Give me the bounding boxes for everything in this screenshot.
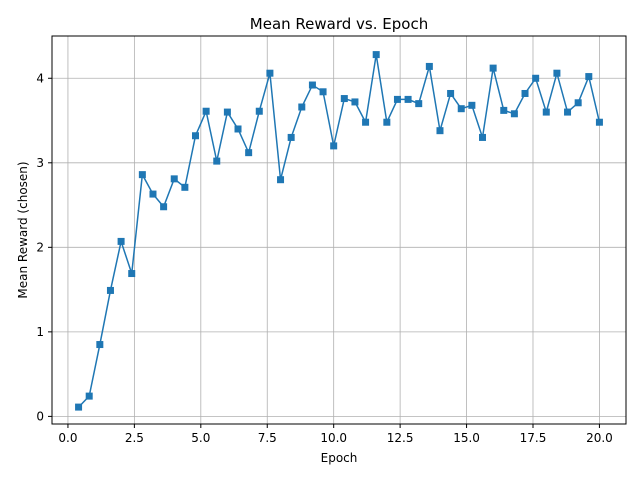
- data-point: [128, 270, 136, 278]
- data-point: [468, 101, 476, 109]
- data-point: [160, 203, 168, 211]
- plot-area-frame: [51, 35, 627, 425]
- data-point: [595, 118, 603, 126]
- data-point: [170, 175, 178, 183]
- data-point: [266, 69, 274, 77]
- data-point: [351, 98, 359, 106]
- x-tick-label: 15.0: [453, 431, 480, 445]
- data-point: [436, 127, 444, 135]
- data-point: [192, 132, 199, 140]
- data-point: [308, 81, 316, 89]
- data-point: [202, 107, 210, 115]
- data-point: [149, 190, 157, 198]
- x-tick-label: 17.5: [520, 431, 547, 445]
- data-point: [489, 64, 497, 72]
- y-tick-label: 1: [36, 325, 44, 339]
- data-point: [96, 341, 104, 349]
- data-point: [213, 157, 221, 165]
- data-point: [564, 108, 572, 116]
- data-point: [234, 125, 242, 133]
- data-point: [106, 286, 114, 294]
- y-tick-label: 4: [36, 71, 44, 85]
- x-tick-label: 5.0: [191, 431, 210, 445]
- y-tick-label: 3: [36, 156, 44, 170]
- data-point: [542, 108, 550, 116]
- data-point: [457, 105, 465, 113]
- data-point: [415, 100, 423, 108]
- data-point: [181, 183, 189, 191]
- data-point: [585, 73, 593, 81]
- chart-title: Mean Reward vs. Epoch: [250, 15, 428, 33]
- x-tick-label: 0.0: [58, 431, 77, 445]
- data-point: [521, 89, 529, 97]
- data-point: [393, 95, 401, 103]
- x-tick-label: 7.5: [258, 431, 277, 445]
- data-point: [245, 149, 253, 157]
- y-tick-label: 0: [36, 409, 44, 423]
- y-axis-label: Mean Reward (chosen): [16, 161, 30, 298]
- data-point: [277, 176, 285, 184]
- data-point: [75, 403, 83, 411]
- data-point: [223, 108, 231, 116]
- data-point: [298, 103, 306, 111]
- data-point: [425, 62, 433, 70]
- data-point: [340, 95, 348, 103]
- x-tick-label: 20.0: [586, 431, 613, 445]
- data-point: [510, 110, 518, 118]
- data-point: [255, 107, 263, 115]
- data-point: [330, 142, 338, 150]
- data-point: [117, 237, 125, 245]
- y-tick-label: 2: [36, 240, 44, 254]
- data-point: [85, 392, 93, 400]
- data-point: [372, 51, 380, 59]
- data-point: [574, 99, 582, 107]
- x-axis-label: Epoch: [321, 451, 358, 465]
- data-point: [404, 95, 412, 103]
- data-point: [362, 118, 370, 126]
- data-point: [319, 88, 327, 96]
- data-point: [447, 89, 455, 97]
- x-tick-label: 12.5: [387, 431, 414, 445]
- data-point: [287, 133, 295, 141]
- data-point: [553, 69, 561, 77]
- data-point: [383, 118, 391, 126]
- x-tick-label: 10.0: [320, 431, 347, 445]
- data-point: [500, 106, 508, 114]
- series-line: [78, 54, 601, 408]
- data-point: [479, 133, 486, 141]
- data-point: [532, 74, 540, 82]
- x-tick-label: 2.5: [125, 431, 144, 445]
- data-point: [138, 171, 146, 179]
